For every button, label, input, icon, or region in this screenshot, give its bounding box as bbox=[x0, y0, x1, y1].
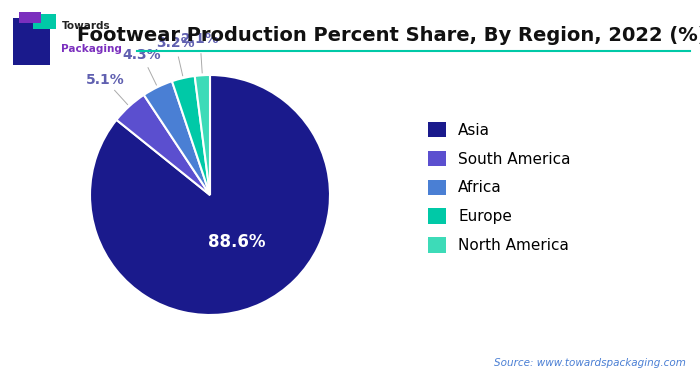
Wedge shape bbox=[195, 75, 210, 195]
Wedge shape bbox=[90, 75, 330, 315]
Text: 4.3%: 4.3% bbox=[122, 48, 161, 62]
Text: 88.6%: 88.6% bbox=[209, 233, 266, 251]
FancyBboxPatch shape bbox=[33, 14, 56, 29]
Wedge shape bbox=[172, 76, 210, 195]
FancyBboxPatch shape bbox=[13, 18, 50, 65]
Legend: Asia, South America, Africa, Europe, North America: Asia, South America, Africa, Europe, Nor… bbox=[428, 122, 570, 254]
Text: Towards: Towards bbox=[62, 21, 110, 32]
Text: 2.1%: 2.1% bbox=[181, 32, 219, 46]
Text: Packaging: Packaging bbox=[62, 44, 122, 54]
Wedge shape bbox=[116, 95, 210, 195]
Text: 3.2%: 3.2% bbox=[156, 36, 195, 50]
Text: Source: www.towardspackaging.com: Source: www.towardspackaging.com bbox=[494, 357, 686, 368]
Text: 5.1%: 5.1% bbox=[85, 73, 125, 87]
Text: Footwear Production Percent Share, By Region, 2022 (%): Footwear Production Percent Share, By Re… bbox=[77, 26, 700, 45]
Wedge shape bbox=[144, 81, 210, 195]
